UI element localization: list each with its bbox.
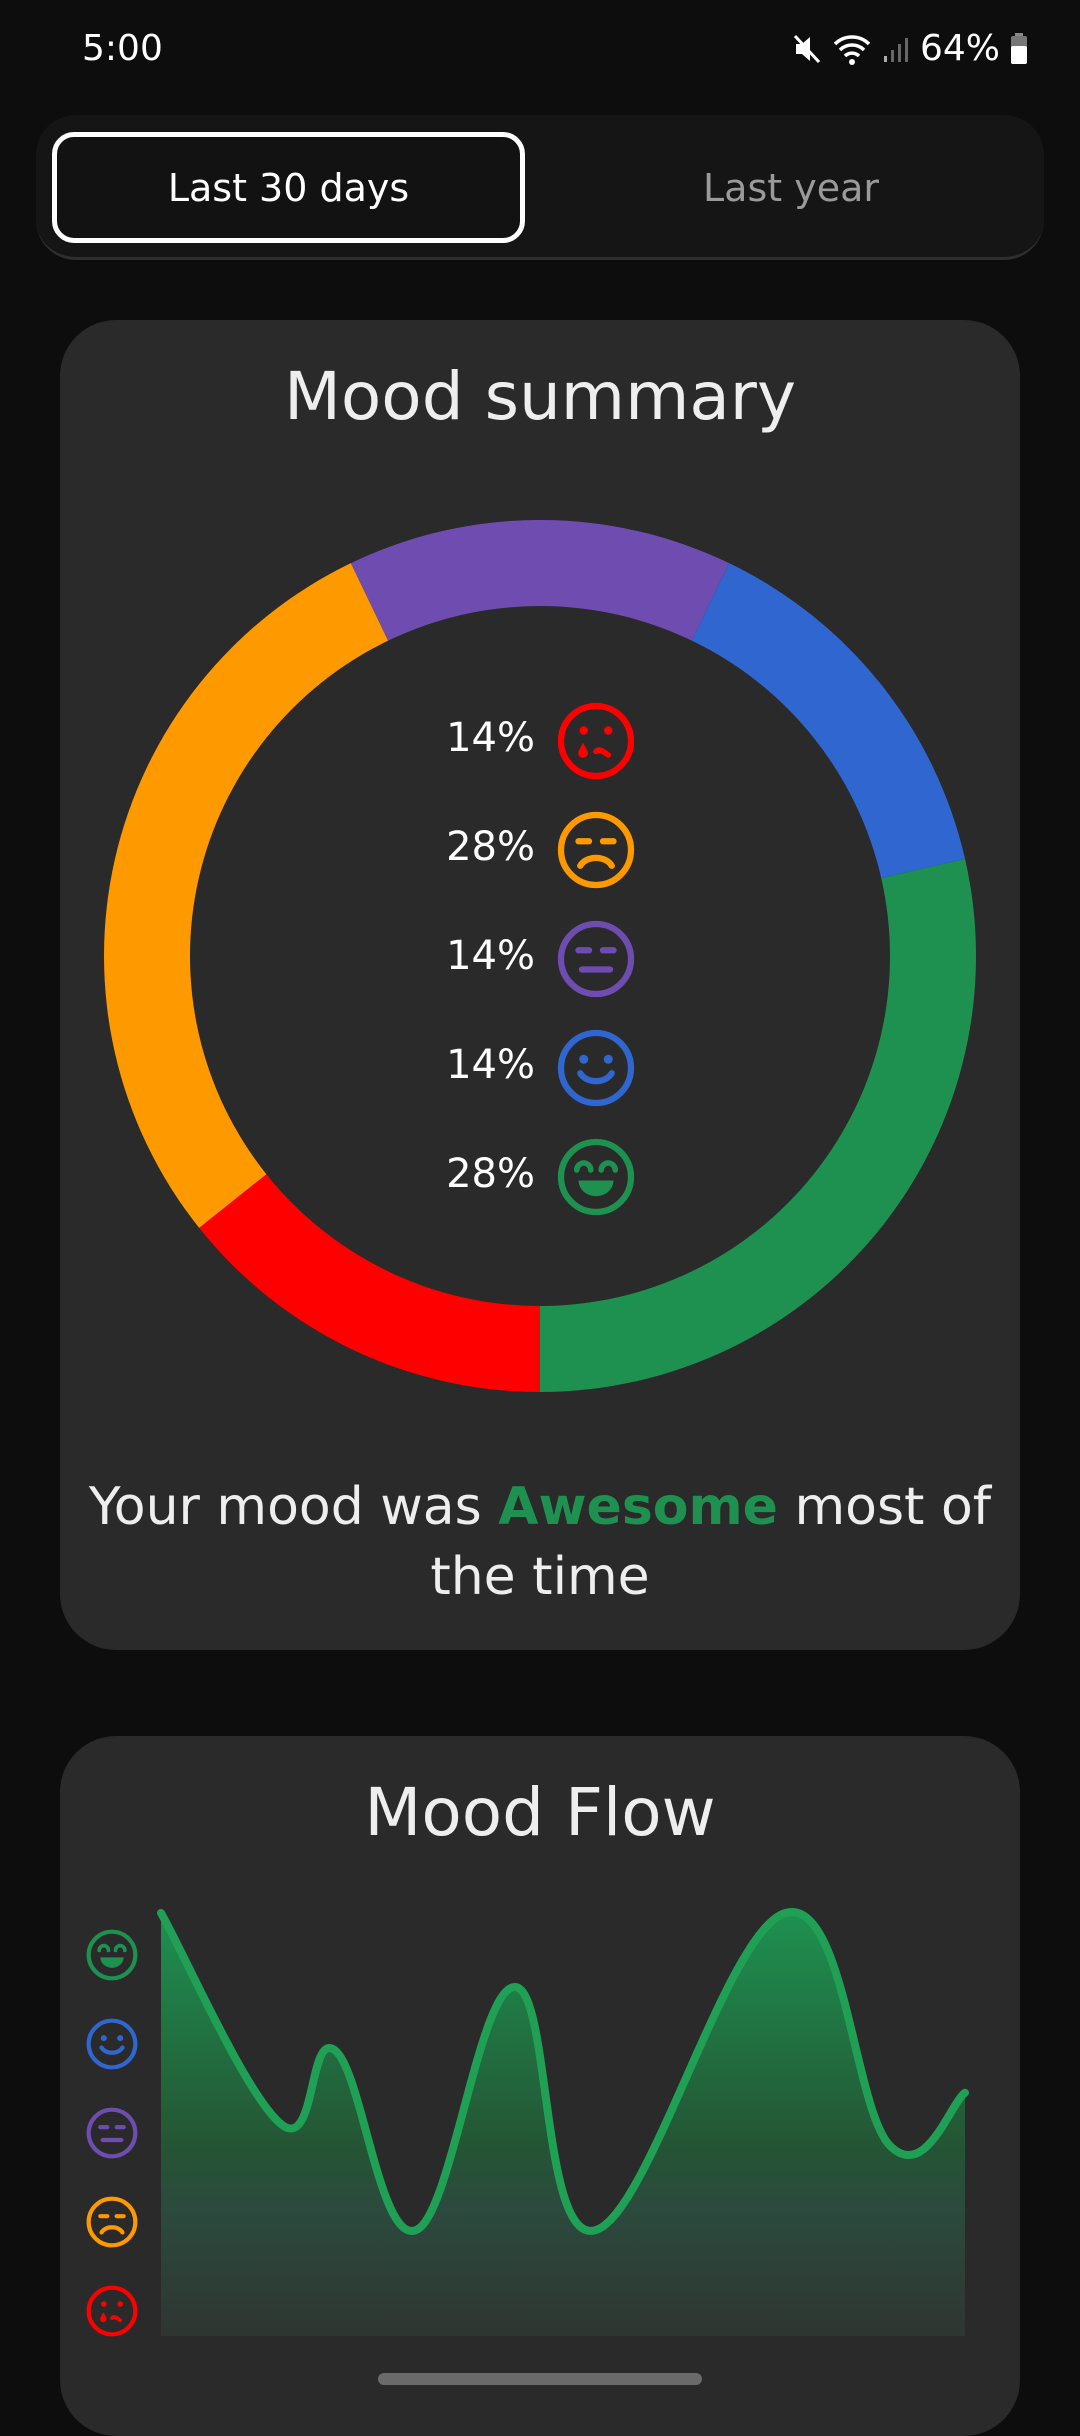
mood-flow-card: Mood Flow [60,1736,1020,2436]
summary-suffix: most of the time [430,1477,992,1607]
donut-slice-awful [199,1174,541,1392]
mood-summary-card: Mood summary 14% 28% 14% 14% 28% Your mood w… [60,320,1020,1650]
legend-percent: 14% [446,715,535,761]
donut-slice-good [691,563,966,879]
battery-icon [1011,32,1027,64]
home-indicator[interactable] [378,2373,702,2385]
period-selector: Last 30 days Last year [36,115,1044,260]
tab-last-year[interactable]: Last year [702,165,879,210]
legend-percent: 14% [446,933,535,979]
y-axis-neutral-face-icon [84,2105,140,2161]
mood-flow-line [157,1908,969,2235]
y-axis-sad-face-icon [84,2194,140,2250]
summary-highlight: Awesome [498,1477,778,1537]
grin-face-icon [554,1135,638,1219]
legend-row-bad: 28% [400,804,720,894]
donut-slice-bad [103,563,389,1228]
legend-percent: 28% [446,824,535,870]
mood-donut-chart [103,520,976,1392]
status-bar: 5:00 64% [0,0,1080,100]
mute-icon [793,34,821,63]
battery-percent: 64% [919,28,1000,69]
legend-row-awesome: 28% [400,1131,720,1221]
legend-percent: 14% [446,1042,535,1088]
mood-flow-title: Mood Flow [364,1774,716,1851]
summary-prefix: Your mood was [88,1477,499,1537]
smile-face-icon [554,1026,638,1110]
status-time: 5:00 [82,28,163,69]
tab-last-30-days[interactable]: Last 30 days [52,132,525,243]
legend-row-meh: 14% [400,913,720,1003]
donut-slice-awesome [540,858,976,1392]
y-axis-grin-face-icon [84,1927,140,1983]
legend-row-awful: 14% [400,695,720,785]
signal-icon [883,37,908,62]
mood-summary-text: Your mood was Awesome most of the time [80,1472,1000,1612]
mood-summary-title: Mood summary [283,358,796,435]
crying-face-icon [554,699,638,783]
neutral-face-icon [554,917,638,1001]
y-axis-smile-face-icon [84,2016,140,2072]
legend-row-good: 14% [400,1022,720,1112]
donut-slice-meh [350,520,730,641]
wifi-icon [833,34,871,65]
sad-face-icon [554,808,638,892]
mood-flow-area [161,1912,965,2336]
legend-percent: 28% [446,1151,535,1197]
mood-flow-chart [157,1908,969,2336]
y-axis-crying-face-icon [84,2283,140,2339]
